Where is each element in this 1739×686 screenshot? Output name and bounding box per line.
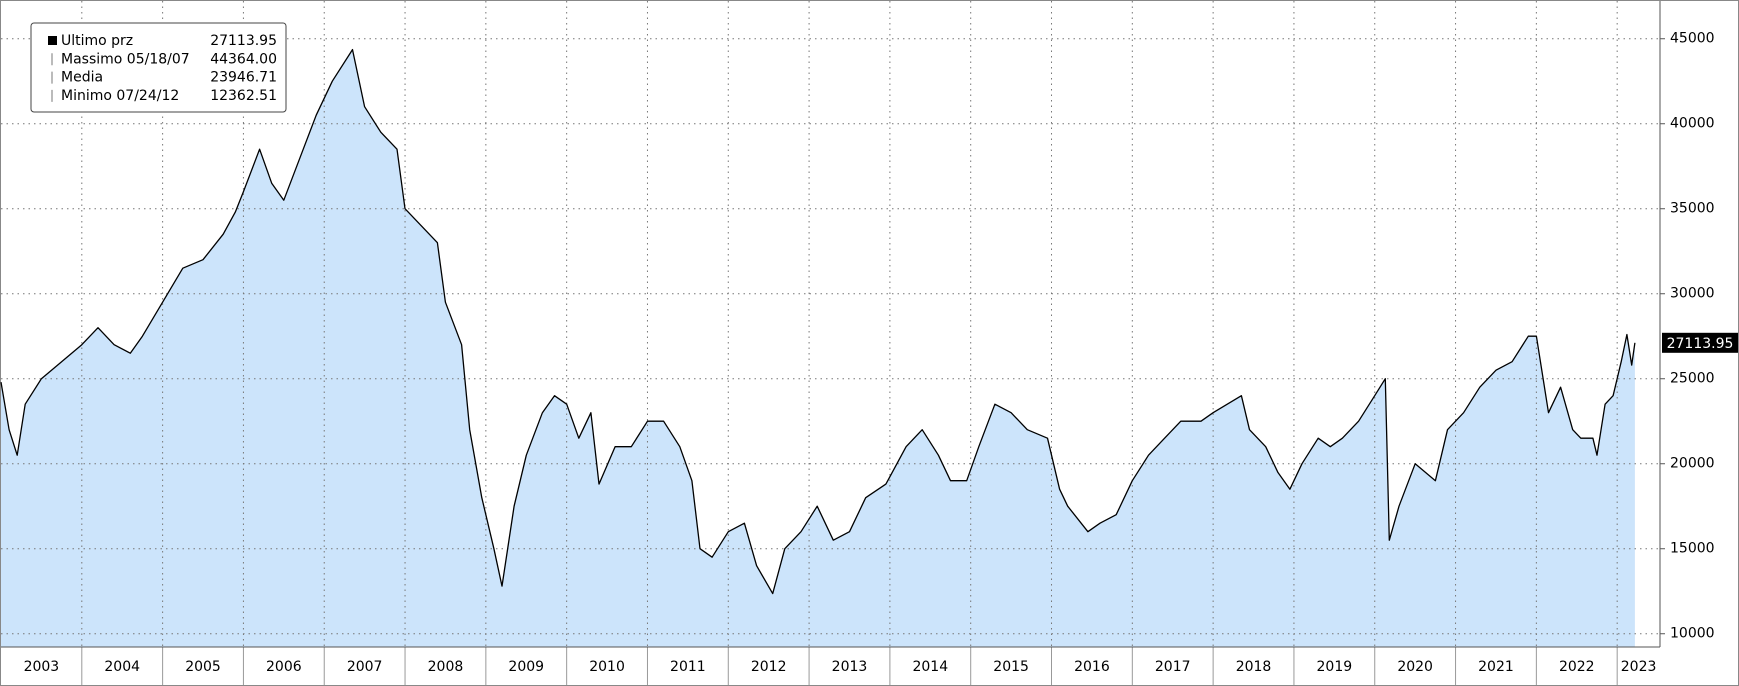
x-tick-label: 2011: [670, 659, 706, 675]
last-price-box: [1662, 332, 1738, 353]
x-tick-label: 2017: [1155, 659, 1191, 675]
y-tick-label: 40000: [1670, 116, 1715, 132]
y-tick-label: 15000: [1670, 541, 1715, 557]
y-tick-label: 20000: [1670, 456, 1715, 472]
x-tick-label: 2015: [993, 659, 1029, 675]
last-price-label: 27113.95: [1667, 336, 1734, 352]
x-tick-label: 2004: [104, 659, 140, 675]
y-tick-label: 10000: [1670, 626, 1715, 642]
legend-value: 12362.51: [210, 88, 277, 104]
x-tick-label: 2008: [428, 659, 464, 675]
x-tick-label: 2013: [832, 659, 868, 675]
x-tick-label: 2006: [266, 659, 302, 675]
x-tick-label: 2003: [24, 659, 60, 675]
x-tick-label: 2022: [1559, 659, 1595, 675]
x-tick-label: 2012: [751, 659, 787, 675]
area: [1, 49, 1635, 648]
x-tick-label: 2020: [1397, 659, 1433, 675]
legend-value: 44364.00: [210, 51, 277, 67]
x-tick-label: 2016: [1074, 659, 1110, 675]
legend-name: Massimo 05/18/07: [61, 51, 190, 67]
legend-box: [30, 22, 287, 113]
legend-value: 23946.71: [210, 70, 277, 86]
y-tick-label: 30000: [1670, 286, 1715, 302]
y-tick-label: 25000: [1670, 371, 1715, 387]
y-tick-label: 35000: [1670, 201, 1715, 217]
legend-name: Minimo 07/24/12: [61, 88, 179, 104]
x-tick-label: 2014: [912, 659, 948, 675]
x-tick-label: 2021: [1478, 659, 1514, 675]
x-tick-label: 2007: [347, 659, 383, 675]
x-tick-label: 2018: [1236, 659, 1272, 675]
legend-icon: [48, 36, 57, 45]
line: [0, 48, 1636, 595]
legend-name: Media: [61, 70, 103, 86]
legend-value: 27113.95: [210, 33, 277, 49]
x-tick-label: 2019: [1317, 659, 1353, 675]
x-tick-label: 2023: [1621, 659, 1657, 675]
y-tick-label: 45000: [1670, 31, 1715, 47]
x-tick-label: 2010: [589, 659, 625, 675]
legend-name: Ultimo prz: [61, 33, 133, 49]
x-tick-label: 2009: [508, 659, 544, 675]
x-tick-label: 2005: [185, 659, 221, 675]
